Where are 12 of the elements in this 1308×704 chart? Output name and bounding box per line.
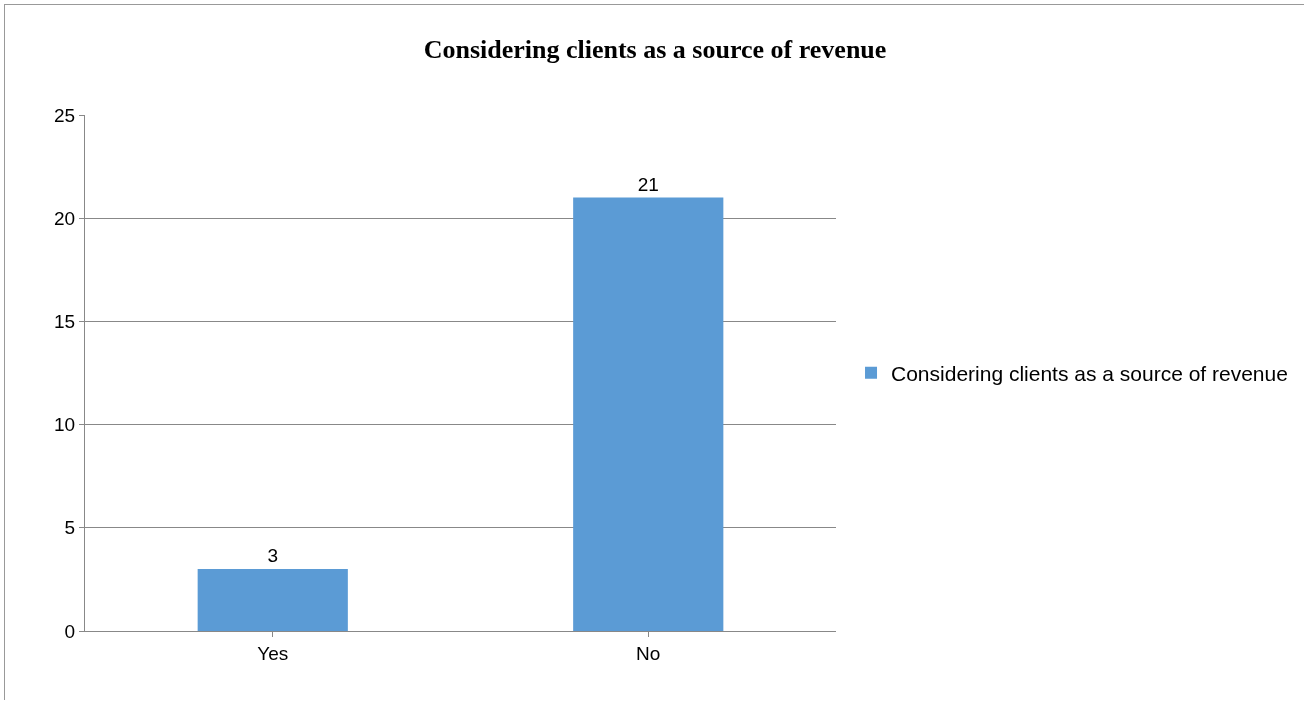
chart-title: Considering clients as a source of revenue xyxy=(423,35,887,64)
x-tick-label: Yes xyxy=(257,642,289,664)
y-tick-label: 15 xyxy=(54,311,76,333)
legend-label: Considering clients as a source of revenue xyxy=(891,361,1288,385)
y-tick-label: 25 xyxy=(54,104,76,126)
y-tick-label: 20 xyxy=(54,207,76,229)
y-tick-label: 0 xyxy=(64,620,76,642)
data-label: 3 xyxy=(267,545,279,567)
y-tick-label: 5 xyxy=(64,517,76,539)
x-tick-label: No xyxy=(636,642,661,664)
y-tick-label: 10 xyxy=(54,414,76,436)
data-label: 21 xyxy=(637,173,659,195)
